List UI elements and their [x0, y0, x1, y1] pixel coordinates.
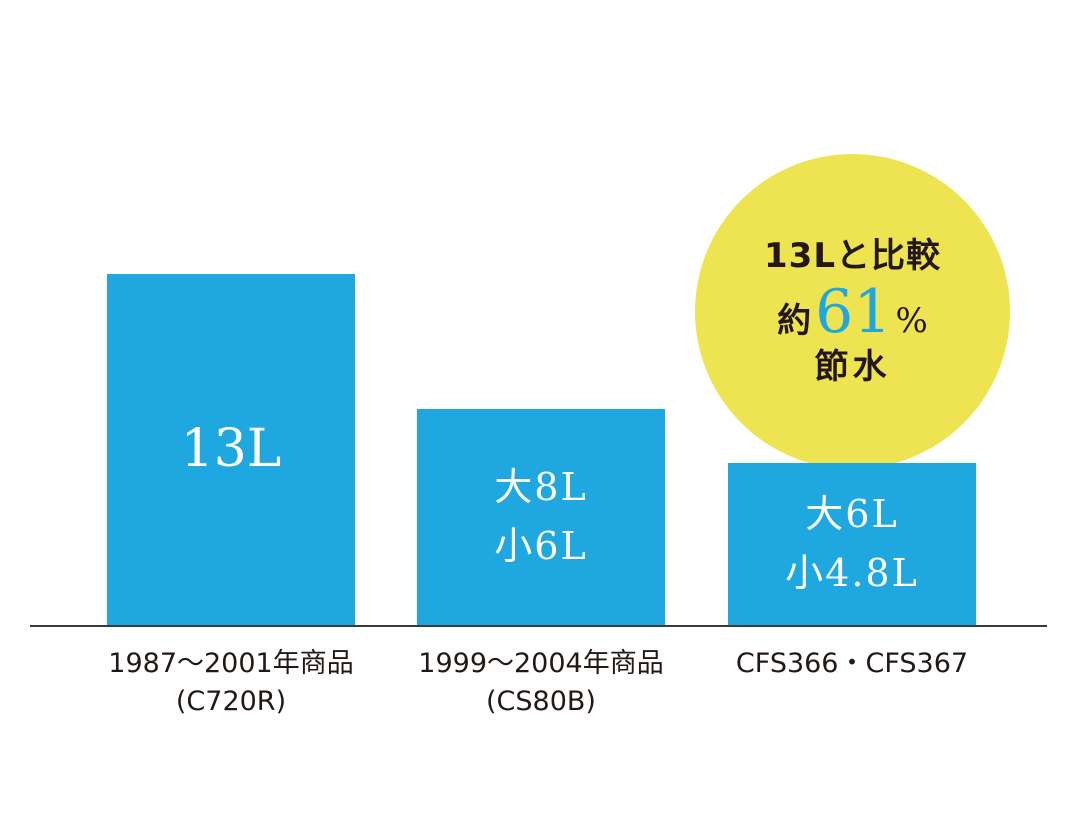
category-label-2-line-1: 1999〜2004年商品	[418, 648, 664, 679]
category-label-1-line-2: (C720R)	[175, 686, 287, 718]
category-label-1: 1987〜2001年商品 (C720R)	[67, 645, 395, 722]
category-label-2: 1999〜2004年商品 (CS80B)	[377, 645, 705, 722]
x-axis-baseline	[30, 625, 1047, 627]
callout-prefix: 約	[777, 300, 812, 341]
bar-3: 大6L 小4.8L	[728, 463, 976, 625]
bar-3-label-1: 大6L	[805, 492, 899, 537]
category-label-2-line-2: (CS80B)	[486, 686, 596, 718]
category-label-1-line-1: 1987〜2001年商品	[108, 648, 354, 679]
callout-percent-line: 約 61 %	[777, 279, 928, 345]
bar-1: 13L	[107, 274, 355, 625]
bar-2-label-2: 小6L	[494, 524, 588, 568]
callout-percent-sign: %	[895, 300, 928, 341]
category-label-3: CFS366・CFS367	[688, 645, 1016, 683]
category-label-3-line-1: CFS366・CFS367	[735, 648, 969, 679]
bar-2: 大8L 小6L	[417, 409, 665, 625]
bar-1-label-1: 13L	[180, 419, 282, 480]
callout-percent-value: 61	[815, 276, 892, 347]
bar-2-label-1: 大8L	[494, 465, 588, 510]
callout-saving-text: 節水	[814, 346, 891, 387]
savings-callout-bubble: 13Lと比較 約 61 % 節水	[695, 154, 1010, 469]
bar-3-label-2: 小4.8L	[785, 551, 919, 595]
callout-comparison-text: 13Lと比較	[764, 236, 941, 277]
